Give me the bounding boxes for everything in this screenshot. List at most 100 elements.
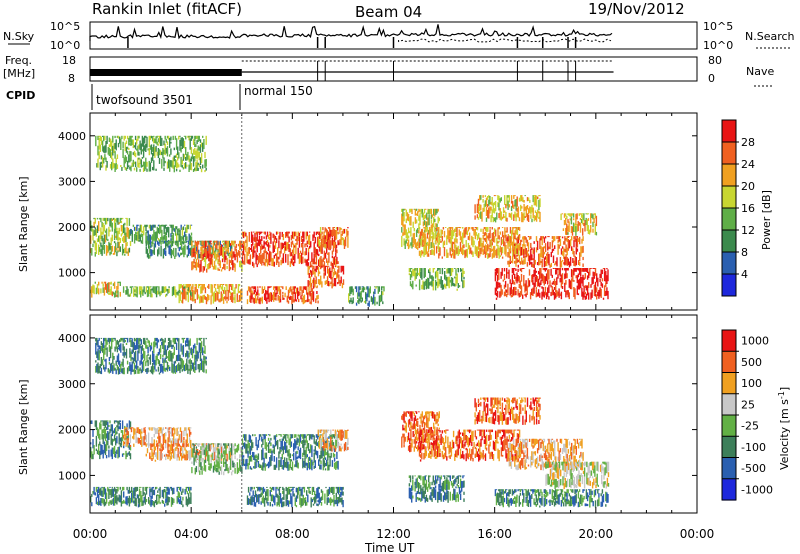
echo-streak	[199, 362, 202, 371]
echo-streak	[198, 259, 200, 268]
echo-streak	[340, 227, 342, 230]
echo-streak	[159, 486, 161, 499]
echo-streak	[147, 432, 150, 445]
echo-streak	[515, 227, 517, 230]
echo-streak	[262, 289, 265, 294]
echo-streak	[422, 476, 424, 486]
echo-streak	[421, 268, 423, 278]
echo-streak	[181, 285, 184, 290]
echo-streak	[551, 442, 554, 452]
echo-streak	[116, 217, 118, 223]
echo-streak	[465, 447, 467, 451]
echo-streak	[246, 495, 249, 505]
echo-streak	[275, 434, 278, 437]
echo-streak	[167, 365, 170, 370]
echo-streak	[290, 441, 293, 447]
echo-streak	[304, 440, 306, 446]
echo-streak	[430, 242, 433, 249]
echo-streak	[411, 485, 413, 492]
echo-streak	[240, 447, 242, 453]
echo-streak	[190, 347, 193, 356]
echo-streak	[116, 286, 118, 294]
echo-streak	[192, 261, 194, 270]
echo-streak	[224, 450, 226, 460]
echo-streak	[112, 135, 114, 143]
echo-streak	[116, 431, 118, 435]
echo-streak	[450, 229, 453, 240]
echo-streak	[423, 208, 426, 214]
echo-streak	[324, 252, 327, 259]
echo-streak	[133, 487, 135, 499]
echo-streak	[157, 352, 160, 356]
echo-streak	[258, 487, 260, 491]
echo-streak	[96, 351, 98, 359]
echo-streak	[208, 253, 210, 262]
echo-streak	[481, 243, 483, 252]
echo-streak	[215, 245, 217, 255]
echo-streak	[121, 217, 124, 220]
echo-streak	[328, 453, 330, 458]
echo-streak	[164, 232, 166, 244]
echo-streak	[522, 294, 524, 299]
echo-streak	[291, 289, 293, 295]
echo-streak	[138, 429, 141, 435]
echo-streak	[435, 246, 438, 254]
echo-streak	[271, 494, 274, 502]
echo-streak	[122, 141, 124, 149]
echo-streak	[127, 430, 129, 436]
echo-streak	[199, 296, 201, 304]
echo-streak	[116, 227, 118, 231]
echo-streak	[479, 195, 481, 201]
echo-streak	[543, 246, 546, 249]
echo-streak	[342, 229, 345, 234]
echo-streak	[358, 286, 360, 297]
echo-streak	[443, 230, 446, 238]
echo-streak	[413, 208, 415, 210]
echo-streak	[149, 345, 152, 352]
echo-streak	[295, 487, 298, 493]
echo-streak	[177, 447, 179, 458]
echo-streak	[154, 500, 157, 504]
echo-streak	[456, 476, 458, 479]
echo-streak	[184, 224, 186, 226]
echo-streak	[100, 155, 103, 160]
echo-streak	[415, 219, 418, 224]
echo-streak	[299, 286, 301, 292]
echo-streak	[155, 231, 157, 241]
echo-streak	[119, 246, 121, 252]
echo-streak	[111, 222, 113, 232]
echo-streak	[586, 285, 589, 296]
echo-streak	[232, 465, 234, 468]
echo-streak	[156, 226, 158, 239]
echo-streak	[146, 486, 149, 489]
echo-streak	[141, 428, 143, 432]
echo-streak	[181, 241, 184, 244]
echo-streak	[124, 247, 126, 254]
echo-streak	[136, 148, 138, 151]
echo-streak	[565, 254, 567, 265]
echo-streak	[560, 438, 563, 444]
echo-streak	[438, 429, 440, 431]
echo-streak	[475, 436, 478, 440]
y-tick-label: 1000	[58, 267, 86, 280]
echo-streak	[470, 453, 472, 461]
echo-streak	[163, 167, 165, 171]
echo-streak	[283, 501, 285, 507]
echo-streak	[316, 434, 319, 440]
echo-streak	[251, 495, 253, 506]
echo-streak	[523, 236, 525, 247]
echo-streak	[111, 438, 113, 446]
echo-streak	[423, 227, 425, 229]
echo-streak	[158, 348, 161, 355]
echo-streak	[492, 217, 494, 223]
echo-streak	[203, 266, 206, 271]
echo-streak	[104, 337, 106, 342]
echo-streak	[540, 438, 542, 440]
echo-streak	[515, 464, 517, 470]
echo-streak	[485, 245, 488, 255]
echo-streak	[594, 223, 596, 235]
echo-streak	[433, 480, 436, 486]
echo-streak	[175, 138, 178, 150]
echo-streak	[566, 256, 568, 266]
echo-streak	[418, 235, 421, 238]
